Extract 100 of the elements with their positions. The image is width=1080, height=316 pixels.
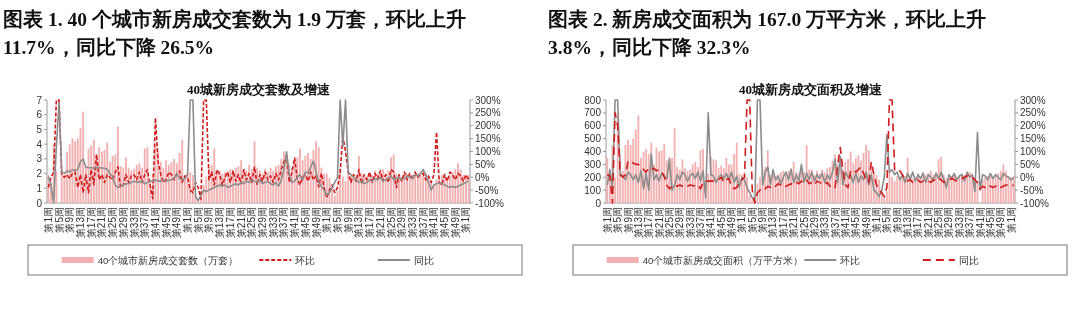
- y-tick-label: 400: [584, 146, 602, 157]
- x-tick-label: 第37周: [694, 207, 706, 239]
- x-tick-label: 第29周: [808, 207, 820, 239]
- y-tick-label: 0: [36, 197, 43, 209]
- x-tick-label: 第45周: [160, 207, 172, 239]
- y-tick-label: 7: [36, 94, 43, 106]
- x-tick-label: 第45周: [299, 207, 311, 239]
- y2-tick-label: 250%: [1020, 107, 1046, 119]
- x-tick-label: 第25周: [933, 207, 945, 239]
- x-tick-label: 第9周: [622, 207, 634, 233]
- x-tick-label: 第1周: [460, 207, 472, 233]
- x-tick-label: 第45周: [715, 207, 727, 239]
- y2-tick-label: 150%: [475, 133, 501, 145]
- legend-label: 40个城市新房成交套数（万套）: [97, 254, 239, 266]
- x-tick-label: 第25周: [385, 207, 397, 239]
- x-tick-label: 第21周: [922, 207, 934, 239]
- x-tick-label: 第1周: [736, 207, 748, 233]
- x-tick-label: 第37周: [829, 207, 841, 239]
- y-tick-label: 500: [584, 133, 602, 145]
- x-tick-label: 第33周: [406, 207, 418, 239]
- x-tick-label: 第5周: [612, 207, 624, 233]
- y-tick-label: 2: [36, 168, 43, 180]
- y2-tick-label: 50%: [475, 158, 496, 170]
- chart-title: 图表 2. 新房成交面积为 167.0 万平方米，环比上升 3.8%，同比下降 32.3%: [548, 7, 987, 60]
- x-tick-label: 第25周: [107, 207, 119, 239]
- y-tick-label: 1: [36, 182, 43, 194]
- y2-tick-label: 200%: [475, 120, 501, 132]
- y2-tick-label: 250%: [475, 107, 501, 119]
- x-tick-label: 第29周: [674, 207, 686, 239]
- x-tick-label: 第37周: [417, 207, 429, 239]
- x-tick-label: 第17周: [85, 207, 97, 239]
- x-tick-label: 第5周: [331, 207, 343, 233]
- x-tick-label: 第41周: [289, 207, 301, 239]
- y-tick-label: 600: [584, 120, 602, 132]
- x-tick-label: 第29周: [396, 207, 408, 239]
- x-tick-label: 第9周: [64, 207, 76, 233]
- chart-subtitle: 40城新房成交面积及增速: [739, 82, 883, 97]
- x-tick-label: 第45周: [850, 207, 862, 239]
- x-tick-label: 第49周: [449, 207, 461, 239]
- x-tick-label: 第21周: [374, 207, 386, 239]
- y2-tick-label: -50%: [1020, 184, 1044, 196]
- x-tick-label: 第37周: [964, 207, 976, 239]
- y-tick-label: 3: [36, 153, 43, 165]
- x-tick-label: 第33周: [953, 207, 965, 239]
- x-tick-label: 第13周: [632, 207, 644, 239]
- y2-tick-label: 0%: [1020, 171, 1035, 183]
- x-tick-label: 第5周: [53, 207, 65, 233]
- y2-tick-label: 200%: [1020, 120, 1046, 132]
- x-tick-label: 第49周: [860, 207, 872, 239]
- x-tick-label: 第21周: [788, 207, 800, 239]
- y2-tick-label: 100%: [1020, 146, 1046, 157]
- x-tick-label: 第41周: [428, 207, 440, 239]
- y-tick-label: 300: [584, 158, 602, 170]
- x-tick-label: 第17周: [643, 207, 655, 239]
- x-tick-label: 第41周: [974, 207, 986, 239]
- y-tick-label: 700: [584, 107, 602, 119]
- y-tick-label: 0: [595, 197, 602, 209]
- x-tick-label: 第13周: [214, 207, 226, 239]
- legend-label: 环比: [295, 254, 316, 266]
- x-tick-label: 第45周: [984, 207, 996, 239]
- x-tick-label: 第49周: [995, 207, 1007, 239]
- y-tick-label: 6: [36, 109, 43, 121]
- y-tick-label: 4: [36, 138, 43, 150]
- x-tick-label: 第1周: [182, 207, 194, 233]
- x-tick-label: 第33周: [128, 207, 140, 239]
- y2-tick-label: 300%: [1020, 94, 1046, 106]
- x-tick-label: 第49周: [310, 207, 322, 239]
- y2-tick-label: 150%: [1020, 133, 1046, 145]
- y2-tick-label: 50%: [1020, 158, 1041, 170]
- x-tick-label: 第29周: [943, 207, 955, 239]
- y2-tick-label: 100%: [475, 146, 501, 157]
- x-tick-label: 第1周: [321, 207, 333, 233]
- legend-label: 同比: [413, 254, 434, 266]
- x-tick-label: 第25周: [246, 207, 258, 239]
- x-tick-label: 第33周: [684, 207, 696, 239]
- x-tick-label: 第49周: [726, 207, 738, 239]
- x-tick-label: 第17周: [912, 207, 924, 239]
- x-tick-label: 第45周: [439, 207, 451, 239]
- y2-tick-label: -100%: [1020, 197, 1050, 209]
- x-tick-label: 第17周: [224, 207, 236, 239]
- x-tick-label: 第9周: [342, 207, 354, 233]
- legend-label: 40个城市新房成交面积（万平方米）: [642, 254, 804, 266]
- x-tick-label: 第37周: [139, 207, 151, 239]
- x-tick-label: 第41周: [149, 207, 161, 239]
- x-tick-label: 第29周: [257, 207, 269, 239]
- y2-tick-label: -100%: [475, 197, 505, 209]
- x-tick-label: 第13周: [902, 207, 914, 239]
- x-tick-label: 第13周: [353, 207, 365, 239]
- x-tick-label: 第5周: [192, 207, 204, 233]
- x-tick-label: 第1周: [42, 207, 54, 233]
- x-tick-label: 第21周: [235, 207, 247, 239]
- x-tick-label: 第9周: [203, 207, 215, 233]
- x-tick-label: 第1周: [1005, 207, 1017, 233]
- x-tick-label: 第41周: [839, 207, 851, 239]
- chart-title: 图表 1. 40 个城市新房成交套数为 1.9 万套，环比上升 11.7%，同比下降 26.5%: [3, 7, 467, 60]
- y2-tick-label: 300%: [475, 94, 501, 106]
- x-tick-label: 第33周: [819, 207, 831, 239]
- chart-subtitle: 40城新房成交套数及增速: [187, 82, 331, 97]
- x-tick-label: 第1周: [871, 207, 883, 233]
- x-tick-label: 第29周: [117, 207, 129, 239]
